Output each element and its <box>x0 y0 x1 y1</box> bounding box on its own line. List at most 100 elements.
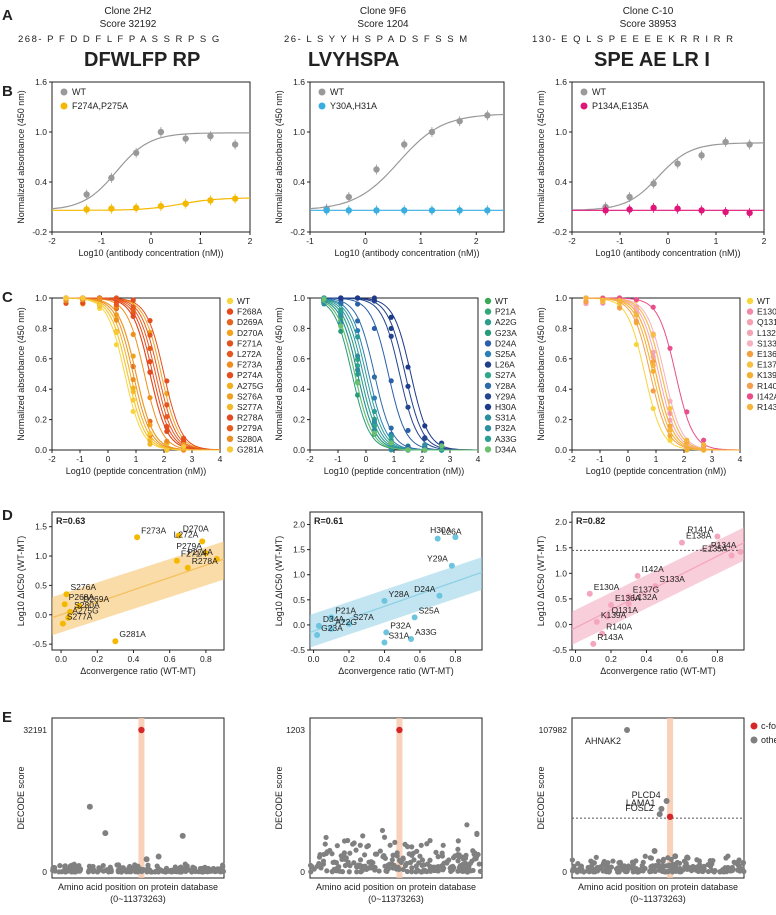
data-point <box>355 367 361 373</box>
y-axis-label: Log10 ΔIC50 (WT-MT) <box>16 536 26 627</box>
background-point <box>379 827 386 834</box>
background-point <box>723 855 729 861</box>
inhibition-chart-c2: -2 -1 0 1 2 3 4 0.0 0.2 0.4 0.6 0.8 1.0 Log10 (peptid… <box>274 293 517 476</box>
data-point <box>97 295 103 302</box>
data-point <box>650 362 656 368</box>
data-point <box>207 197 214 204</box>
y-axis-label: Normalized absorbance (450 nm) <box>536 307 546 441</box>
legend-label: L26A <box>495 360 515 370</box>
x-axis-label: Log10 (peptide concentration (nM)) <box>586 466 727 476</box>
correlation-label: R=0.82 <box>576 516 605 526</box>
y-tick-label: 1203 <box>286 725 305 735</box>
y-axis-label: DECODE score <box>16 766 26 829</box>
x-tick-label: 1 <box>392 454 397 464</box>
data-point <box>590 640 597 647</box>
background-point <box>467 860 474 866</box>
y-axis-label: Normalized absorbance (450 nm) <box>16 307 26 441</box>
background-point <box>673 868 679 874</box>
background-point <box>709 868 715 874</box>
point-label: D24A <box>414 584 436 594</box>
legend-label: E130A <box>757 307 776 317</box>
legend-label: c-fos <box>761 721 776 731</box>
background-point <box>616 860 622 866</box>
background-point <box>621 863 627 869</box>
data-point <box>633 296 640 303</box>
background-point <box>400 855 406 861</box>
x-tick-label: 2 <box>248 236 253 246</box>
y-axis-label: Normalized absorbance (450 nm) <box>16 90 26 224</box>
y-axis-label: Normalized absorbance (450 nm) <box>274 307 284 441</box>
background-point <box>424 841 430 847</box>
background-point <box>707 858 713 864</box>
data-point <box>355 334 361 340</box>
data-point <box>405 383 411 389</box>
legend-label: E137G <box>757 360 776 370</box>
x-tick-label: 0.6 <box>164 654 176 664</box>
x-tick-label: -2 <box>568 236 576 246</box>
y-axis-label: DECODE score <box>536 766 546 829</box>
data-point <box>586 590 593 597</box>
data-point <box>388 433 394 440</box>
data-point <box>411 614 418 621</box>
fit-curve <box>63 297 220 451</box>
correlation-label: R=0.63 <box>56 516 85 526</box>
legend-label: F274A,P275A <box>72 101 128 111</box>
legend-label: WT <box>330 87 344 97</box>
data-point <box>625 601 632 607</box>
background-point <box>357 857 364 863</box>
background-point <box>372 851 379 857</box>
data-point <box>381 597 388 604</box>
background-point <box>360 833 366 839</box>
y-tick-label: 0.0 <box>293 445 305 455</box>
point-label: A275G <box>72 606 98 616</box>
data-point <box>422 447 428 453</box>
fit-curve <box>63 297 220 451</box>
background-point <box>464 869 470 875</box>
legend-label: S277A <box>237 402 263 412</box>
x-tick-label: 0.4 <box>128 654 140 664</box>
y-tick-label: -0.2 <box>32 227 47 237</box>
background-point <box>220 868 227 875</box>
background-point <box>630 865 636 872</box>
data-point <box>346 620 353 627</box>
legend-marker <box>226 382 234 389</box>
background-point <box>335 865 341 871</box>
background-point <box>71 861 77 867</box>
background-point <box>462 855 469 861</box>
background-point <box>585 867 592 873</box>
background-point <box>413 863 419 869</box>
highlight-band <box>396 718 403 878</box>
legend-label: WT <box>592 87 606 97</box>
data-point <box>231 141 239 148</box>
fit-curve <box>63 297 220 451</box>
background-point <box>411 857 417 863</box>
legend-marker <box>484 382 492 389</box>
point-label: A33G <box>415 627 437 637</box>
background-point <box>174 869 180 875</box>
data-point <box>164 447 170 453</box>
data-point <box>663 797 670 804</box>
data-point <box>61 601 68 608</box>
background-point <box>427 863 433 869</box>
background-point <box>320 861 327 867</box>
data-point <box>80 295 86 301</box>
data-point <box>213 555 220 562</box>
legend-marker <box>484 393 492 400</box>
y-tick-label: 0.4 <box>35 177 47 187</box>
clone-name: Clone 2H2 <box>104 6 152 17</box>
legend-label: S276A <box>237 391 263 401</box>
legend-marker <box>226 414 234 421</box>
x-tick-label: 0.4 <box>379 654 391 664</box>
data-point <box>355 327 361 334</box>
y-tick-label: 0.5 <box>555 594 567 604</box>
y-tick-label: 0 <box>42 867 47 877</box>
background-point <box>371 866 378 872</box>
y-tick-label: 1.0 <box>555 293 567 303</box>
x-tick-label: 0.6 <box>414 654 426 664</box>
point-label: P279A <box>176 541 202 551</box>
data-point <box>667 405 673 412</box>
data-point <box>130 376 136 383</box>
legend-label: S280A <box>237 434 263 444</box>
legend-marker <box>484 340 492 347</box>
data-point <box>737 548 744 555</box>
